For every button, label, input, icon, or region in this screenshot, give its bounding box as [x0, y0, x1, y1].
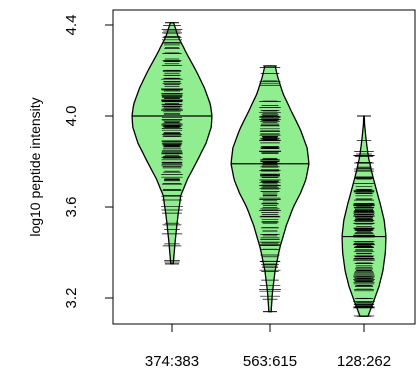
y-tick-label: 3.6 — [63, 197, 80, 218]
x-tick-label: 374:383 — [145, 353, 199, 370]
bean-128-262 — [341, 115, 387, 317]
x-tick-label: 128:262 — [337, 353, 391, 370]
x-axis: 374:383 563:615 128:262 — [145, 323, 391, 370]
y-axis-title: log10 peptide intensity — [27, 97, 43, 236]
bean-374-383 — [131, 22, 213, 265]
y-tick-label: 3.2 — [63, 288, 80, 309]
y-tick-label: 4.0 — [63, 106, 80, 127]
bean-563-615 — [230, 65, 310, 313]
bean-observations — [259, 65, 281, 313]
bean-observations — [161, 22, 183, 265]
y-tick-label: 4.4 — [63, 15, 80, 36]
x-tick-label: 563:615 — [243, 353, 297, 370]
beans-layer — [131, 22, 387, 317]
y-axis: 3.2 3.6 4.0 4.4 — [63, 15, 114, 309]
